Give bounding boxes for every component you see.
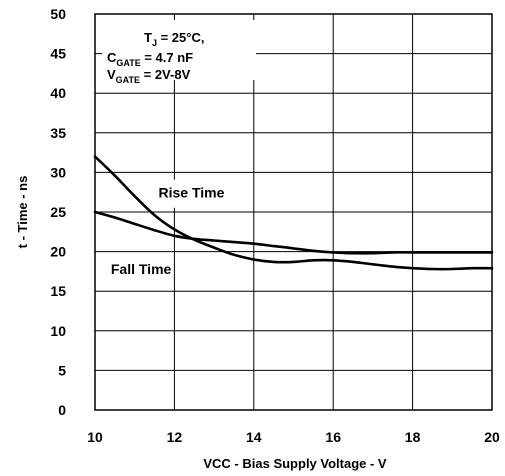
x-tick-label: 18 [405,429,421,445]
y-tick-label: 25 [50,204,66,220]
y-tick-label: 10 [50,323,66,339]
fall-time-label: Fall Time [111,261,172,277]
y-tick-label: 50 [50,6,66,22]
y-tick-label: 35 [50,125,66,141]
y-tick-label: 20 [50,244,66,260]
y-tick-label: 15 [50,283,66,299]
y-axis-label: t - Time - ns [15,176,30,249]
rise-time-curve [93,155,494,271]
y-tick-label: 5 [58,362,66,378]
fall-time-curve [93,210,494,255]
rise-time-label: Rise Time [159,185,225,201]
plot-frame [94,13,493,411]
y-tick-label: 30 [50,164,66,180]
x-axis-label: VCC - Bias Supply Voltage - V [203,456,387,471]
x-tick-labels: 10 12 14 16 18 20 [87,429,500,445]
y-tick-label: 40 [50,85,66,101]
y-tick-label: 0 [58,402,66,418]
series-annotations: Rise Time Fall Time [111,179,239,277]
x-tick-label: 14 [246,429,262,445]
condition-tj: TJ = 25°C, [144,30,204,48]
y-tick-label: 45 [50,46,66,62]
x-tick-label: 20 [484,429,500,445]
curves [93,155,494,271]
rise-time-label-background [150,179,239,208]
condition-cgate: CGATE = 4.7 nF [107,50,193,68]
conditions-background [102,20,256,80]
x-tick-label: 12 [167,429,183,445]
condition-vgate: VGATE = 2V-8V [107,67,191,85]
x-tick-label: 10 [87,429,103,445]
y-tick-labels: 0 5 10 15 20 25 30 35 40 45 50 [50,6,66,418]
test-conditions: TJ = 25°C, CGATE = 4.7 nF VGATE = 2V-8V [102,20,256,85]
x-tick-label: 16 [325,429,341,445]
